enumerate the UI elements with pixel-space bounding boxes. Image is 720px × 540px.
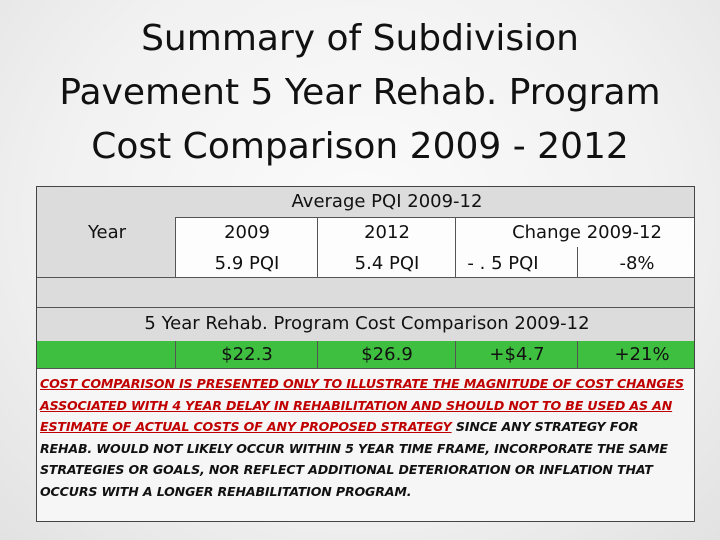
cost-val-change: +$4.7 bbox=[489, 344, 545, 365]
cost-val-2012: $26.9 bbox=[361, 344, 413, 365]
pqi-val-pct: -8% bbox=[619, 253, 655, 274]
note-area bbox=[37, 369, 694, 521]
spacer-rule bbox=[37, 307, 694, 308]
year-label: Year bbox=[87, 222, 127, 243]
slide-title: Summary of Subdivision Pavement 5 Year R… bbox=[40, 12, 680, 174]
disclaimer-red-text: COST COMPARISON IS PRESENTED ONLY TO ILL… bbox=[40, 376, 684, 434]
cost-val-pct: +21% bbox=[614, 344, 670, 365]
pqi-divider-1 bbox=[175, 217, 176, 277]
pqi-divider-2 bbox=[317, 217, 318, 277]
pqi-divider-3 bbox=[455, 217, 456, 277]
pqi-top-rule bbox=[175, 217, 694, 218]
pqi-val-change: - . 5 PQI bbox=[467, 253, 539, 274]
comparison-table: Average PQI 2009-12 Year 2009 2012 Chang… bbox=[36, 186, 695, 522]
pqi-bottom-rule bbox=[37, 277, 694, 278]
title-line-2: Pavement 5 Year Rehab. Program bbox=[59, 72, 661, 113]
pqi-col-2009: 2009 bbox=[224, 222, 270, 243]
cost-bottom-rule bbox=[37, 368, 694, 369]
cost-divider-2 bbox=[317, 341, 318, 368]
pqi-values-band bbox=[175, 217, 694, 277]
cost-values-band bbox=[37, 341, 694, 368]
pqi-val-2009: 5.9 PQI bbox=[214, 253, 280, 274]
pqi-col-2012: 2012 bbox=[364, 222, 410, 243]
cost-val-2009: $22.3 bbox=[221, 344, 273, 365]
title-line-1: Summary of Subdivision bbox=[141, 18, 579, 59]
pqi-val-2012: 5.4 PQI bbox=[354, 253, 420, 274]
pqi-divider-4 bbox=[577, 247, 578, 277]
cost-divider-3 bbox=[455, 341, 456, 368]
pqi-col-change: Change 2009-12 bbox=[512, 222, 662, 243]
title-line-3: Cost Comparison 2009 - 2012 bbox=[91, 126, 629, 167]
disclaimer-note: COST COMPARISON IS PRESENTED ONLY TO ILL… bbox=[40, 373, 690, 502]
disclaimer-black-text: SINCE ANY STRATEGY FOR REHAB. WOULD NOT … bbox=[40, 419, 668, 499]
cost-header: 5 Year Rehab. Program Cost Comparison 20… bbox=[144, 313, 590, 334]
cost-divider-1 bbox=[175, 341, 176, 368]
pqi-header: Average PQI 2009-12 bbox=[291, 191, 483, 212]
cost-divider-4 bbox=[577, 341, 578, 368]
